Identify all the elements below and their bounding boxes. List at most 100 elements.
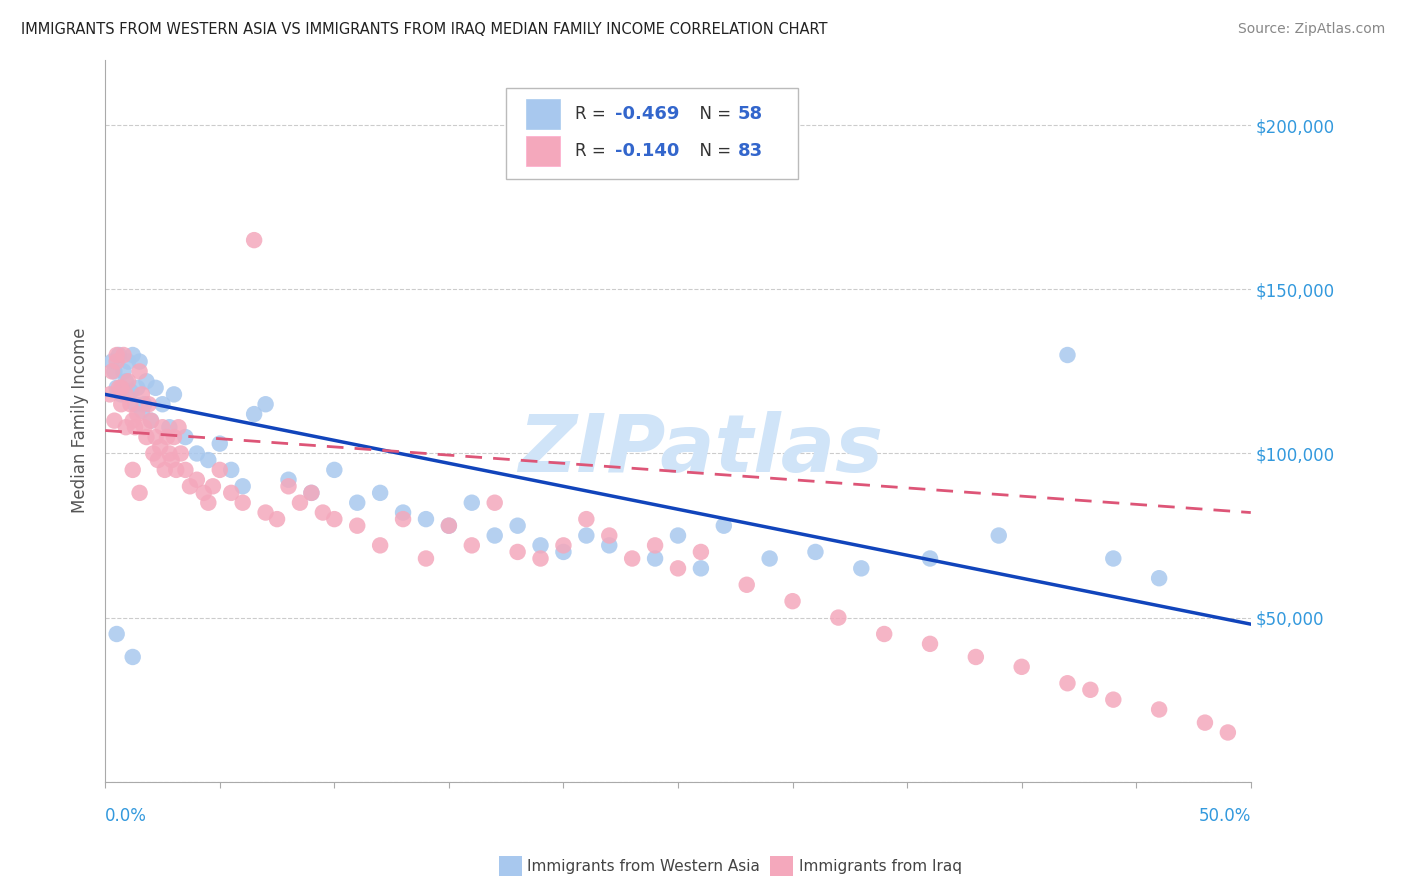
Point: [105, 348, 128, 362]
Point: [145, 381, 167, 395]
Point: [139, 414, 162, 428]
Point: [139, 414, 162, 428]
FancyBboxPatch shape: [526, 136, 560, 167]
Point: [131, 404, 153, 418]
Point: [142, 446, 165, 460]
Point: [156, 430, 179, 444]
Point: [105, 354, 128, 368]
Point: [392, 506, 415, 520]
Point: [121, 414, 143, 428]
Text: Source: ZipAtlas.com: Source: ZipAtlas.com: [1237, 22, 1385, 37]
Point: [114, 374, 136, 388]
Point: [368, 538, 391, 552]
Point: [232, 496, 254, 510]
Point: [735, 578, 758, 592]
Point: [145, 430, 167, 444]
Point: [110, 381, 132, 395]
Point: [108, 381, 131, 395]
Point: [575, 512, 598, 526]
Text: -0.469: -0.469: [614, 104, 679, 123]
Text: R =: R =: [575, 143, 610, 161]
Point: [1102, 692, 1125, 706]
Text: 0.0%: 0.0%: [105, 807, 148, 825]
Point: [1056, 676, 1078, 690]
Point: [553, 545, 575, 559]
Point: [690, 545, 713, 559]
Text: Immigrants from Western Asia: Immigrants from Western Asia: [527, 859, 761, 873]
Point: [103, 414, 125, 428]
Point: [266, 512, 288, 526]
Point: [506, 545, 529, 559]
Point: [110, 387, 132, 401]
Point: [666, 561, 689, 575]
Point: [461, 496, 484, 510]
Point: [965, 650, 987, 665]
Point: [437, 518, 460, 533]
Point: [484, 528, 506, 542]
Point: [197, 453, 219, 467]
Point: [782, 594, 804, 608]
Point: [323, 463, 346, 477]
Point: [110, 397, 132, 411]
Point: [219, 486, 242, 500]
Point: [153, 463, 176, 477]
Point: [575, 528, 598, 542]
Point: [644, 538, 666, 552]
Point: [437, 518, 460, 533]
Point: [506, 518, 529, 533]
Text: IMMIGRANTS FROM WESTERN ASIA VS IMMIGRANTS FROM IRAQ MEDIAN FAMILY INCOME CORREL: IMMIGRANTS FROM WESTERN ASIA VS IMMIGRAN…: [21, 22, 828, 37]
Point: [918, 551, 941, 566]
Point: [621, 551, 644, 566]
Text: Immigrants from Iraq: Immigrants from Iraq: [799, 859, 962, 873]
Point: [197, 496, 219, 510]
Point: [415, 512, 437, 526]
Point: [186, 473, 208, 487]
Point: [98, 387, 121, 401]
Point: [1056, 348, 1078, 362]
Point: [186, 446, 208, 460]
Point: [690, 561, 713, 575]
Point: [163, 430, 186, 444]
Point: [713, 518, 735, 533]
Point: [179, 479, 201, 493]
Point: [127, 407, 149, 421]
Point: [484, 496, 506, 510]
Point: [299, 486, 322, 500]
Point: [277, 479, 299, 493]
Point: [124, 397, 146, 411]
Point: [415, 551, 437, 566]
Point: [105, 381, 128, 395]
Point: [167, 420, 190, 434]
Point: [277, 473, 299, 487]
Point: [127, 381, 149, 395]
Point: [312, 506, 335, 520]
Point: [208, 436, 231, 450]
Point: [103, 364, 125, 378]
Point: [117, 374, 139, 388]
Point: [157, 420, 180, 434]
Point: [1011, 660, 1033, 674]
Point: [232, 479, 254, 493]
Point: [392, 512, 415, 526]
Point: [134, 397, 156, 411]
Text: R =: R =: [575, 104, 610, 123]
Point: [157, 446, 180, 460]
Point: [112, 364, 135, 378]
Point: [987, 528, 1010, 542]
Point: [165, 463, 187, 477]
Point: [288, 496, 311, 510]
Point: [138, 397, 160, 411]
Point: [135, 430, 157, 444]
Point: [1080, 682, 1102, 697]
Point: [598, 538, 620, 552]
Point: [121, 650, 143, 665]
Text: N =: N =: [689, 143, 737, 161]
Point: [644, 551, 666, 566]
Point: [758, 551, 780, 566]
Point: [170, 446, 193, 460]
Point: [598, 528, 620, 542]
Point: [134, 420, 156, 434]
Point: [553, 538, 575, 552]
Point: [368, 486, 391, 500]
Point: [193, 486, 215, 500]
